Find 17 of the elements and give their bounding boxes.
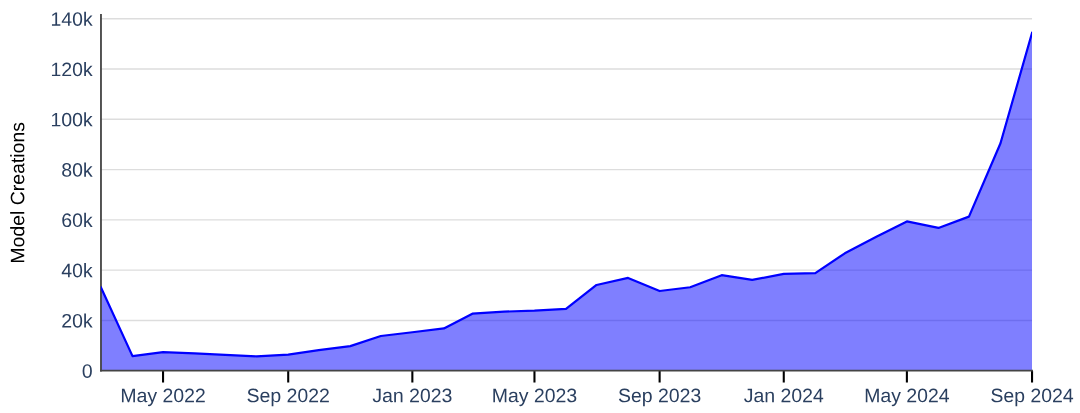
y-axis-title: Model Creations: [10, 122, 25, 263]
x-tick-label: Sep 2023: [618, 388, 701, 407]
x-tick-label: May 2024: [865, 388, 950, 407]
y-tick-label: 40k: [61, 263, 93, 278]
x-tick-label: Jan 2024: [744, 388, 824, 403]
y-tick-label: 100k: [51, 112, 93, 127]
y-tick-label: 140k: [51, 11, 93, 26]
x-tick-label: May 2023: [493, 388, 577, 407]
x-tick-label: Sep 2022: [247, 388, 329, 407]
y-tick-label: 80k: [62, 162, 93, 177]
x-tick-label: Sep 2024: [991, 388, 1074, 407]
y-tick-label: 0: [82, 364, 92, 378]
x-tick-label: Jan 2023: [372, 388, 452, 403]
y-tick-label: 120k: [51, 62, 93, 77]
y-tick-label: 20k: [62, 313, 93, 328]
x-tick-label: May 2022: [121, 388, 205, 407]
y-tick-label: 60k: [62, 212, 93, 228]
